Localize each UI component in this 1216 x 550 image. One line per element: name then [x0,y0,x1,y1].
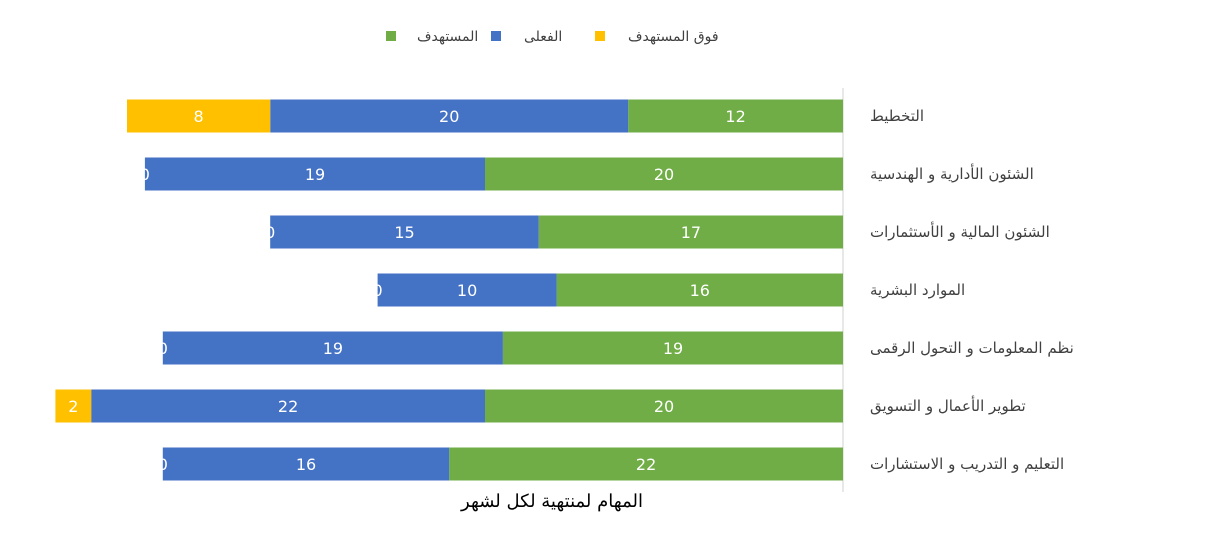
bar-series0-cat1 [485,157,843,191]
bar-series0-cat2 [538,215,843,249]
bar-series1-cat3 [377,273,557,307]
bar-series1-cat4 [162,331,503,365]
data-label-series0-cat2: 17 [681,223,701,242]
legend-swatch-1 [491,31,501,41]
data-label-series1-cat5: 22 [278,397,298,416]
data-label-series1-cat0: 20 [439,107,459,126]
category-label: التعليم و التدريب و الاستشارات [870,455,1064,473]
legend-label-1: الفعلى [524,29,562,45]
data-label-series0-cat1: 20 [654,165,674,184]
category-label: نظم المعلومات و التحول الرقمى [870,339,1074,357]
data-label-series1-cat1: 19 [305,165,325,184]
bar-series1-cat5 [91,389,485,423]
data-label-series1-cat4: 19 [323,339,343,358]
category-label: تطوير الأعمال و التسويق [870,395,1026,415]
data-label-series2-cat4: 0 [158,339,168,358]
category-label: الشئون المالية و الأستثمارات [870,221,1050,241]
bar-series1-cat6 [162,447,450,481]
data-label-series1-cat2: 15 [394,223,414,242]
category-label: التخطيط [870,107,924,125]
bar-series0-cat6 [449,447,843,481]
data-label-series2-cat6: 0 [158,455,168,474]
bar-series1-cat1 [144,157,485,191]
category-labels: التخطيط الشئون الأدارية و الهندسية الشئون … [870,107,1074,473]
bar-series1-cat0 [270,99,629,133]
bar-series2-cat0 [127,99,271,133]
data-label-series2-cat2: 0 [265,223,275,242]
bar-series0-cat0 [628,99,843,133]
data-label-series2-cat0: 8 [194,107,204,126]
legend: فوق المستهدف الفعلى المستهدف [386,29,719,45]
data-label-series0-cat6: 22 [636,455,656,474]
data-label-series1-cat3: 10 [457,281,477,300]
legend-label-2: فوق المستهدف [628,29,719,45]
data-label-series2-cat5: 2 [68,397,78,416]
bar-series0-cat3 [556,273,843,307]
chart-caption: المهام لمنتهية لكل لشهر [460,491,643,512]
data-label-series0-cat4: 19 [663,339,683,358]
data-label-series0-cat5: 20 [654,397,674,416]
category-label: الموارد البشرية [870,281,965,299]
data-label-series1-cat6: 16 [296,455,316,474]
legend-swatch-2 [595,31,605,41]
bar-series0-cat5 [485,389,843,423]
bar-series1-cat2 [270,215,539,249]
data-label-series0-cat0: 12 [725,107,745,126]
legend-swatch-0 [386,31,396,41]
data-label-series0-cat3: 16 [690,281,710,300]
data-label-series2-cat3: 0 [373,281,383,300]
legend-label-0: المستهدف [417,29,478,45]
data-label-series2-cat1: 0 [140,165,150,184]
bar-series0-cat4 [502,331,843,365]
category-label: الشئون الأدارية و الهندسية [870,163,1034,183]
bar-series2-cat5 [55,389,92,423]
